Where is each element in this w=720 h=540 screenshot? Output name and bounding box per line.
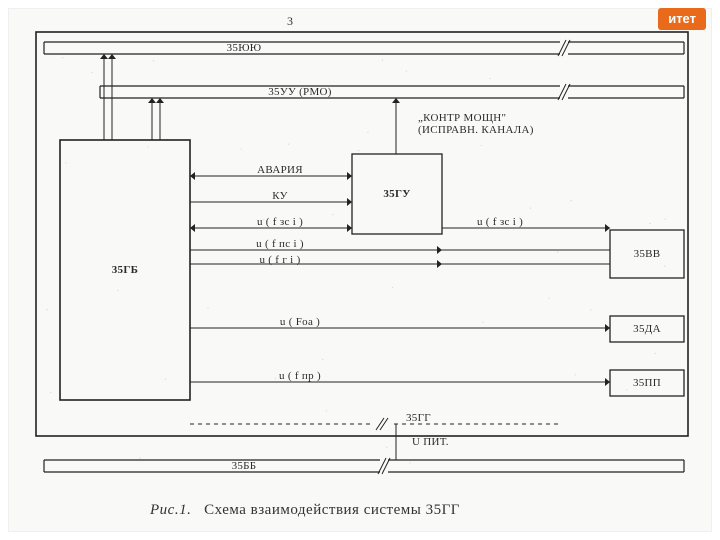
box-label-35gb: 35ГБ (112, 264, 138, 276)
box-label-35gu: 35ГУ (383, 188, 410, 200)
caption-text: Схема взаимодействия системы 35ГГ (204, 502, 460, 518)
signal-fsci-r: u ( f зс i ) (477, 216, 523, 228)
signal-foa: u ( Fоа ) (280, 316, 320, 328)
bus-label-bottom: 35ББ (232, 460, 257, 472)
bus-label-top1: 35ЮЮ (227, 42, 262, 54)
label-upit: U ПИТ. (412, 436, 449, 448)
label-kontr-1: „КОНТР МОЩН" (418, 112, 506, 124)
signal-fri: u ( f г i ) (259, 254, 300, 266)
box-label-35vv: 35ВВ (634, 248, 661, 260)
box-label-35pp: 35ПП (633, 377, 661, 389)
label-35gg: 35ГГ (406, 412, 431, 424)
bus-label-top2: 35УУ (РМО) (268, 86, 332, 98)
signal-fnci: u ( f пс i ) (256, 238, 304, 250)
signal-ku: КУ (272, 190, 288, 202)
box-label-35da: 35ДА (633, 323, 661, 335)
diagram-svg (0, 0, 720, 540)
figure-caption: Рис.1. Схема взаимодействия системы 35ГГ (150, 502, 460, 519)
signal-fsci: u ( f зс i ) (257, 216, 303, 228)
caption-prefix: Рис.1. (150, 502, 191, 518)
label-kontr-2: (ИСПРАВН. КАНАЛА) (418, 124, 534, 136)
signal-fnp: u ( f пр ) (279, 370, 321, 382)
signal-avaria: АВАРИЯ (257, 164, 303, 176)
